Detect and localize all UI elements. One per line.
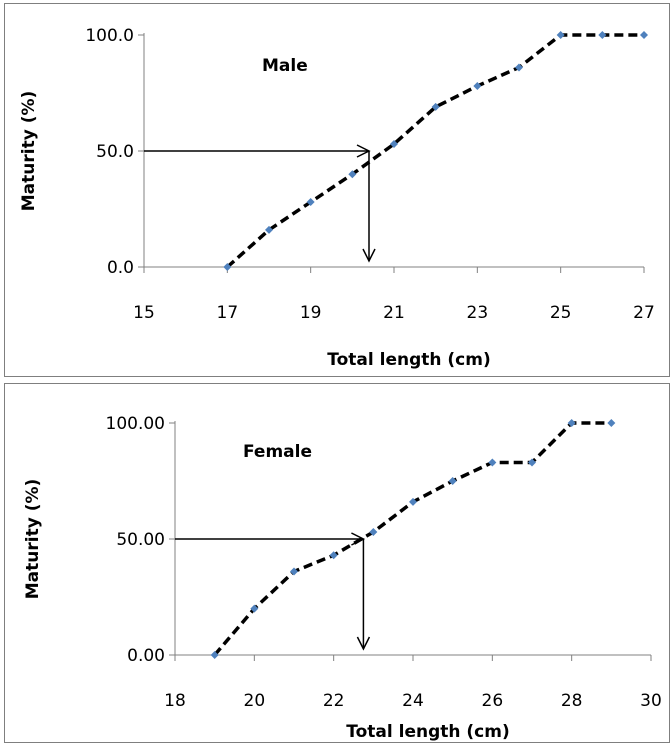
data-point <box>431 102 440 111</box>
data-point <box>306 198 315 207</box>
x-tick-label: 21 <box>383 303 405 323</box>
x-tick-label: 25 <box>550 303 572 323</box>
x-tick-label: 18 <box>164 691 186 711</box>
data-point <box>265 225 273 234</box>
data-point <box>348 170 357 179</box>
l50-vertical-arrowhead <box>362 248 376 263</box>
x-tick-label: 23 <box>467 303 489 323</box>
y-tick-label: 100.00 <box>106 414 165 434</box>
data-point <box>409 497 417 506</box>
x-axis-title: Total length (cm) <box>346 722 509 742</box>
female-maturity-chart: 0.00 50.00 100.00 18 20 22 24 26 28 30 Total lengt… <box>23 414 662 742</box>
x-tick-label: 19 <box>300 303 322 323</box>
x-tick-label: 28 <box>561 691 583 711</box>
x-tick-label: 26 <box>482 691 504 711</box>
x-tick-label: 15 <box>133 303 155 323</box>
male-maturity-chart: 0.0 50.0 100.0 15 17 19 21 23 25 27 Total length (… <box>19 26 655 370</box>
female-chart-panel: 0.00 50.00 100.00 18 20 22 24 26 28 30 Total lengt… <box>4 383 670 743</box>
x-axis-title: Total length (cm) <box>327 350 490 370</box>
data-point <box>473 82 482 91</box>
y-axis-title: Maturity (%) <box>23 479 43 600</box>
data-point <box>556 31 565 39</box>
sex-annotation: Female <box>243 442 312 462</box>
data-point <box>640 31 648 39</box>
male-chart-panel: 0.0 50.0 100.0 15 17 19 21 23 25 27 Total length (… <box>4 3 670 377</box>
data-point <box>488 458 497 467</box>
data-point <box>528 458 536 467</box>
data-point <box>369 528 378 537</box>
x-tick-label: 22 <box>323 691 345 711</box>
data-point <box>607 419 616 427</box>
x-tick-label: 24 <box>402 691 424 711</box>
data-point <box>515 63 523 72</box>
data-point <box>598 31 607 39</box>
y-tick-label: 0.0 <box>107 258 134 278</box>
x-tick-label: 20 <box>244 691 266 711</box>
y-tick-label: 50.00 <box>116 530 165 550</box>
maturity-series-line <box>226 33 644 269</box>
data-point <box>390 140 398 149</box>
data-point <box>223 263 232 271</box>
y-tick-label: 100.0 <box>85 26 134 46</box>
data-point <box>210 651 219 659</box>
data-point <box>448 477 457 485</box>
y-axis-title: Maturity (%) <box>19 91 39 212</box>
x-tick-label: 27 <box>633 303 655 323</box>
x-tick-label: 17 <box>217 303 239 323</box>
y-tick-label: 0.00 <box>127 646 165 666</box>
x-tick-label: 30 <box>640 691 662 711</box>
data-point <box>250 604 259 613</box>
data-point <box>567 419 576 427</box>
y-tick-label: 50.0 <box>96 142 134 162</box>
data-point <box>290 567 298 576</box>
data-point <box>329 551 338 560</box>
l50-vertical-arrowhead <box>356 636 371 651</box>
sex-annotation: Male <box>262 56 308 76</box>
